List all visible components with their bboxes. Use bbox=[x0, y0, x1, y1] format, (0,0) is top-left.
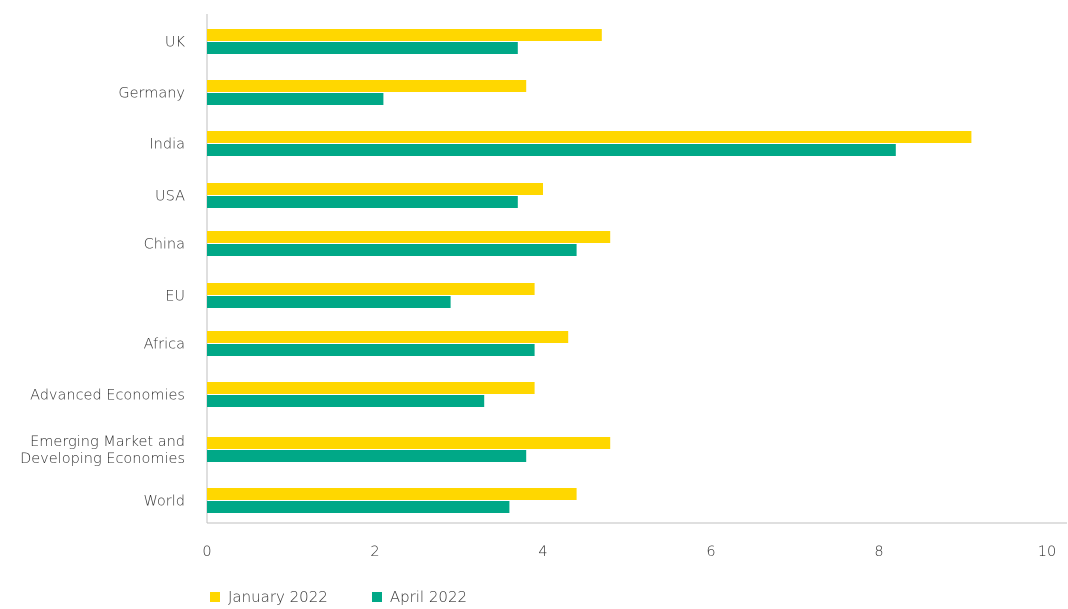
bar-eu-january-2022 bbox=[207, 283, 535, 295]
bar-germany-january-2022 bbox=[207, 80, 527, 92]
category-label-germany: Germany bbox=[118, 86, 185, 102]
category-label-eu: EU bbox=[165, 289, 185, 305]
category-label-india: India bbox=[149, 137, 185, 153]
category-label-world: World bbox=[143, 494, 185, 510]
category-label-uk: UK bbox=[165, 35, 186, 51]
legend-swatch-january-2022 bbox=[210, 592, 220, 602]
bar-uk-april-2022 bbox=[207, 42, 518, 54]
legend: January 2022 April 2022 bbox=[210, 588, 467, 606]
bar-china-april-2022 bbox=[207, 244, 577, 256]
bar-advanced-economies-january-2022 bbox=[207, 382, 535, 394]
bar-africa-april-2022 bbox=[207, 344, 535, 356]
bar-advanced-economies-april-2022 bbox=[207, 395, 485, 407]
bar-usa-january-2022 bbox=[207, 183, 543, 195]
legend-label-january-2022: January 2022 bbox=[228, 588, 328, 606]
x-tick-label-0: 0 bbox=[202, 544, 211, 560]
bar-india-april-2022 bbox=[207, 144, 896, 156]
category-label-china: China bbox=[144, 237, 185, 253]
bar-emerging-market-and-developing-economies-april-2022 bbox=[207, 450, 527, 462]
bar-china-january-2022 bbox=[207, 231, 611, 243]
x-tick-label-2: 2 bbox=[370, 544, 379, 560]
legend-label-april-2022: April 2022 bbox=[389, 588, 468, 606]
bar-africa-january-2022 bbox=[207, 331, 569, 343]
bar-world-january-2022 bbox=[207, 488, 577, 500]
bar-uk-january-2022 bbox=[207, 29, 602, 41]
bar-world-april-2022 bbox=[207, 501, 510, 513]
x-tick-label-10: 10 bbox=[1038, 544, 1056, 560]
legend-swatch-april-2022 bbox=[371, 592, 382, 602]
legend-item-january-2022: January 2022 bbox=[210, 588, 328, 606]
bar-germany-april-2022 bbox=[207, 93, 384, 105]
bar-eu-april-2022 bbox=[207, 296, 451, 308]
x-tick-label-8: 8 bbox=[874, 544, 883, 560]
category-label-africa: Africa bbox=[144, 337, 185, 353]
bar-india-january-2022 bbox=[207, 131, 972, 143]
bar-usa-april-2022 bbox=[207, 196, 518, 208]
x-tick-label-6: 6 bbox=[706, 544, 715, 560]
category-label-advanced-economies: Advanced Economies bbox=[30, 388, 185, 404]
x-tick-label-4: 4 bbox=[538, 544, 547, 560]
legend-item-april-2022: April 2022 bbox=[371, 588, 468, 606]
category-label-usa: USA bbox=[155, 189, 185, 205]
category-label-emerging-market-and-developing-economies: Emerging Market and Developing Economies bbox=[20, 434, 185, 467]
bar-emerging-market-and-developing-economies-january-2022 bbox=[207, 437, 611, 449]
